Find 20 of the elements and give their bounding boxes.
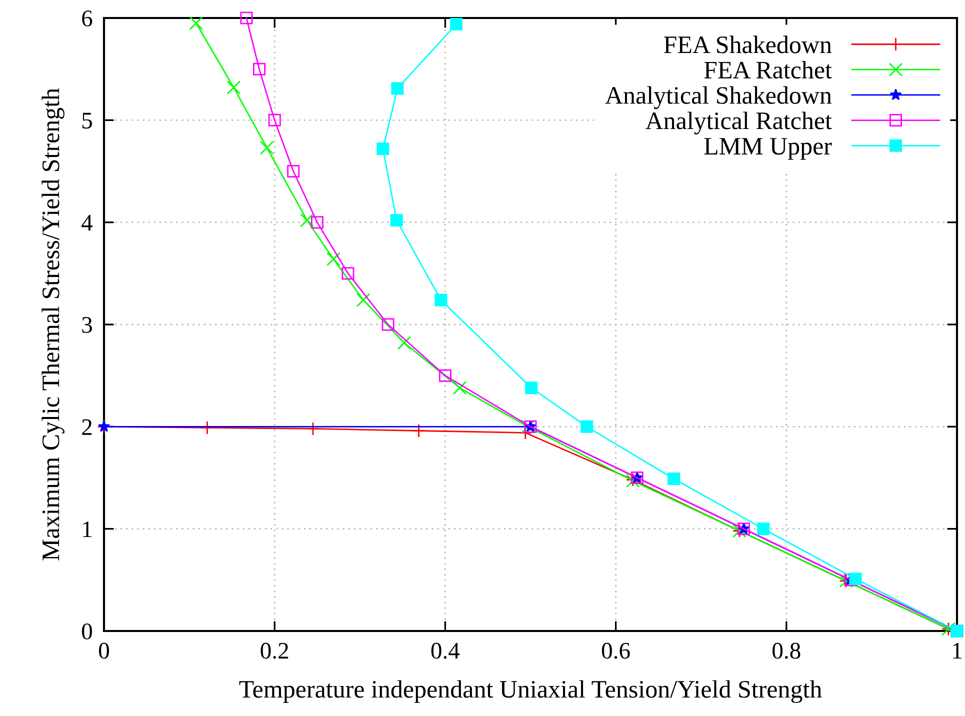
y-tick-label: 5 <box>82 112 92 129</box>
y-tick-label: 6 <box>82 10 92 26</box>
legend-label: Analytical Shakedown <box>605 86 832 110</box>
x-tick-label: 0 <box>98 642 110 659</box>
x-axis-title: Temperature independant Uniaxial Tension/Yield Strength <box>239 680 822 703</box>
y-tick-label: 4 <box>82 214 93 231</box>
x-tick-label: 1 <box>953 642 962 658</box>
x-tick-label: 0.4 <box>431 642 460 659</box>
x-tick-label: 0.2 <box>260 642 288 659</box>
legend-label: Analytical Ratchet <box>646 112 832 134</box>
x-tick-label: 0.6 <box>602 642 630 659</box>
y-axis-title: Maximum Cylic Thermal Stress/Yield Strength <box>42 88 64 560</box>
legend-label: FEA Shakedown <box>664 36 832 54</box>
legend-label: FEA Ratchet <box>704 60 832 79</box>
y-tick-label: 1 <box>83 521 92 538</box>
y-tick-label: 2 <box>82 419 92 435</box>
legend-label: LMM Upper <box>704 138 832 160</box>
y-tick-label: 3 <box>82 317 92 333</box>
y-tick-label: 0 <box>82 623 92 640</box>
x-tick-label: 0.8 <box>772 642 800 659</box>
